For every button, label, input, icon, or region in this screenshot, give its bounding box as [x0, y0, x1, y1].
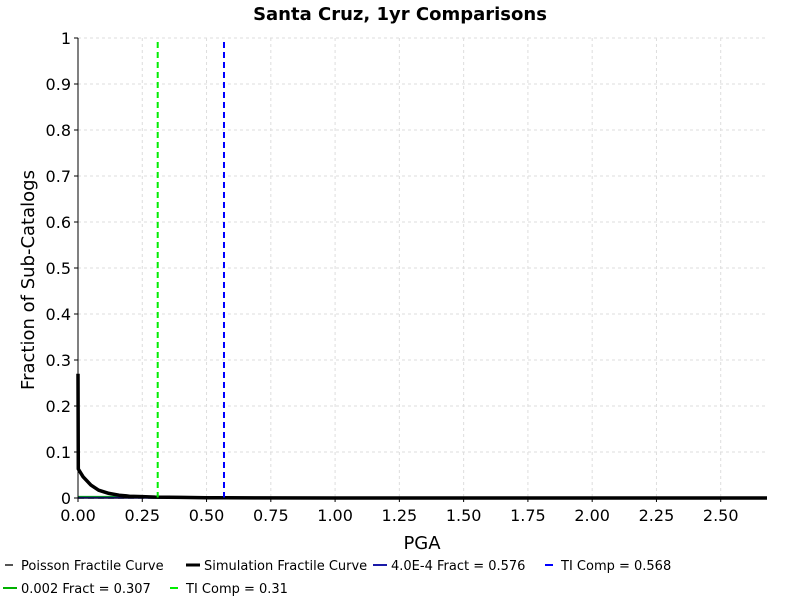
- y-tick-label: 0.3: [46, 351, 71, 370]
- grid: [78, 37, 767, 498]
- legend-item: TI Comp = 0.568: [545, 559, 671, 574]
- legend-item: TI Comp = 0.31: [170, 582, 288, 597]
- x-tick-label: 0.50: [189, 506, 225, 525]
- legend: Poisson Fractile Curve Simulation Fractil…: [3, 559, 671, 597]
- y-ticks: 0 0.1 0.2 0.3 0.4 0.5 0.6 0.7 0.8 0.9 1: [46, 29, 78, 508]
- x-tick-label: 2.25: [639, 506, 675, 525]
- legend-item: Poisson Fractile Curve: [5, 559, 164, 574]
- legend-label: Poisson Fractile Curve: [21, 559, 164, 574]
- x-ticks: 0.00 0.25 0.50 0.75 1.00 1.25 1.50 1.75 2.00 2.25…: [60, 498, 739, 525]
- x-tick-label: 1.50: [446, 506, 482, 525]
- y-tick-label: 1: [61, 29, 71, 48]
- legend-item: 4.0E-4 Fract = 0.576: [373, 559, 525, 574]
- legend-label: 0.002 Fract = 0.307: [21, 582, 151, 597]
- y-tick-label: 0.1: [46, 443, 71, 462]
- x-tick-label: 0.75: [253, 506, 289, 525]
- y-tick-label: 0.5: [46, 259, 71, 278]
- y-axis-label: Fraction of Sub-Catalogs: [18, 170, 39, 390]
- y-tick-label: 0.4: [46, 305, 71, 324]
- legend-item: Simulation Fractile Curve: [186, 559, 367, 574]
- y-tick-label: 0.6: [46, 213, 71, 232]
- legend-label: TI Comp = 0.31: [185, 582, 288, 597]
- legend-item: 0.002 Fract = 0.307: [3, 582, 151, 597]
- chart-title: Santa Cruz, 1yr Comparisons: [253, 4, 547, 25]
- x-tick-label: 0.25: [124, 506, 160, 525]
- x-tick-label: 2.50: [703, 506, 739, 525]
- y-tick-label: 0.2: [46, 397, 71, 416]
- y-tick-label: 0.9: [46, 75, 71, 94]
- legend-label: 4.0E-4 Fract = 0.576: [391, 559, 525, 574]
- x-tick-label: 2.00: [574, 506, 610, 525]
- x-tick-label: 0.00: [60, 506, 96, 525]
- y-tick-label: 0: [61, 489, 71, 508]
- legend-label: TI Comp = 0.568: [560, 559, 671, 574]
- x-tick-label: 1.25: [382, 506, 418, 525]
- x-axis-label: PGA: [403, 533, 441, 554]
- x-tick-label: 1.75: [510, 506, 546, 525]
- y-tick-label: 0.8: [46, 121, 71, 140]
- x-tick-label: 1.00: [317, 506, 353, 525]
- y-tick-label: 0.7: [46, 167, 71, 186]
- legend-label: Simulation Fractile Curve: [204, 559, 367, 574]
